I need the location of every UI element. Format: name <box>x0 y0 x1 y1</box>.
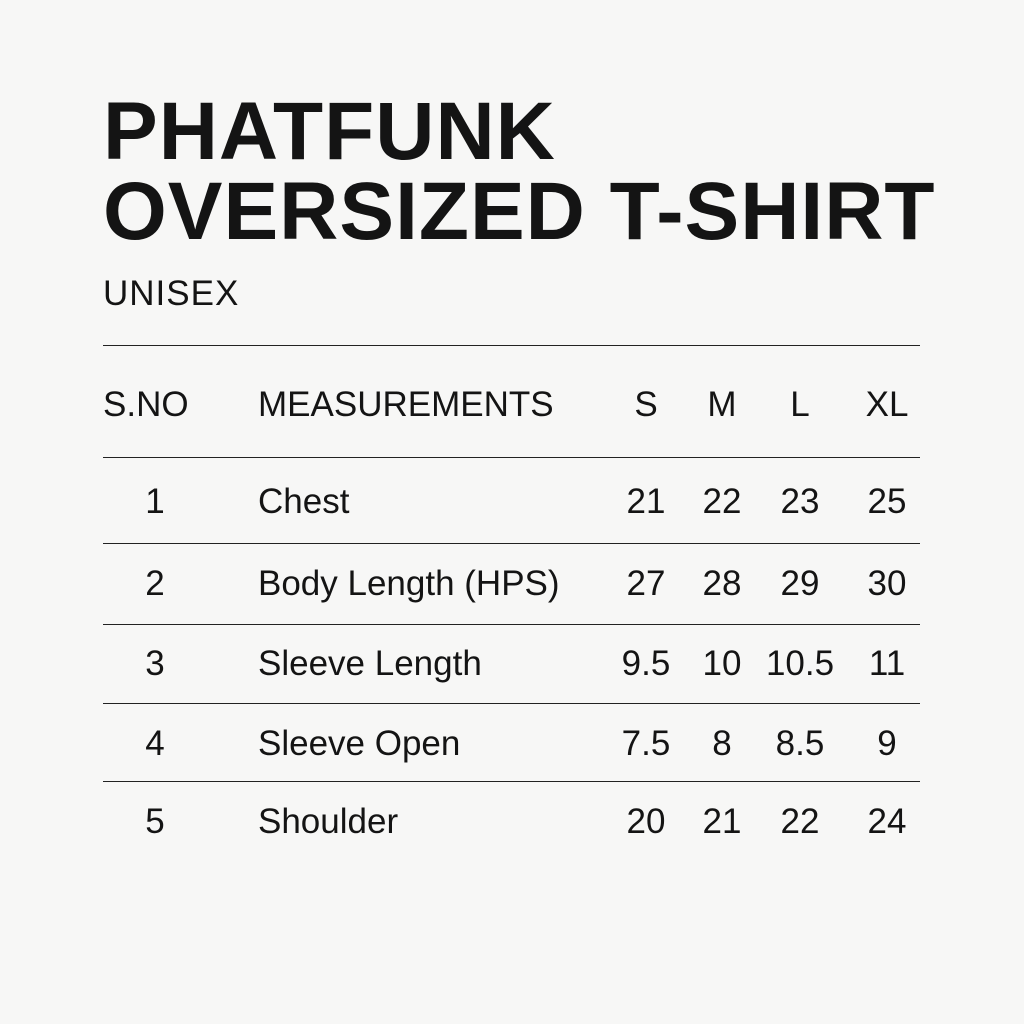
cell-s: 27 <box>626 564 666 603</box>
header-sno: S.NO <box>103 385 189 424</box>
page-title: PHATFUNK OVERSIZED T-SHIRT <box>103 86 936 257</box>
divider <box>103 457 920 458</box>
cell-sno: 3 <box>145 644 165 683</box>
cell-xl: 11 <box>868 644 906 683</box>
cell-xl: 24 <box>867 802 907 841</box>
cell-sno: 2 <box>145 564 165 603</box>
header-xl: XL <box>865 385 909 424</box>
cell-m: 21 <box>702 802 742 841</box>
header-l: L <box>790 385 810 424</box>
table-header: S.NO MEASUREMENTS S M L XL <box>103 375 920 435</box>
cell-s: 7.5 <box>621 724 671 763</box>
cell-measurement: Sleeve Open <box>258 724 461 763</box>
cell-sno: 1 <box>145 482 165 521</box>
cell-m: 10 <box>702 644 742 683</box>
row-divider <box>103 543 920 544</box>
header-s: S <box>634 385 658 424</box>
cell-s: 21 <box>626 482 666 521</box>
title-line-1: PHATFUNK <box>103 86 556 177</box>
cell-measurement: Shoulder <box>258 802 399 841</box>
cell-m: 8 <box>712 724 732 763</box>
cell-s: 9.5 <box>621 644 671 683</box>
table-row: 5 Shoulder 20 21 22 24 <box>103 792 920 852</box>
subtitle: UNISEX <box>103 274 240 313</box>
cell-measurement: Chest <box>258 482 350 521</box>
row-divider <box>103 703 920 704</box>
cell-m: 28 <box>702 564 742 603</box>
cell-s: 20 <box>626 802 666 841</box>
cell-l: 23 <box>780 482 820 521</box>
table-row: 1 Chest 21 22 23 25 <box>103 472 920 532</box>
cell-measurement: Sleeve Length <box>258 644 482 683</box>
divider <box>103 345 920 346</box>
table-row: 2 Body Length (HPS) 27 28 29 30 <box>103 554 920 614</box>
cell-xl: 25 <box>867 482 907 521</box>
table-row: 3 Sleeve Length 9.5 10 10.5 11 <box>103 634 920 694</box>
cell-measurement: Body Length (HPS) <box>258 564 560 603</box>
cell-sno: 5 <box>145 802 165 841</box>
cell-l: 10.5 <box>765 644 835 683</box>
table-row: 4 Sleeve Open 7.5 8 8.5 9 <box>103 714 920 774</box>
header-measurements: MEASUREMENTS <box>258 385 554 424</box>
cell-xl: 9 <box>877 724 897 763</box>
cell-sno: 4 <box>145 724 165 763</box>
cell-l: 29 <box>780 564 820 603</box>
row-divider <box>103 624 920 625</box>
cell-l: 8.5 <box>775 724 825 763</box>
row-divider <box>103 781 920 782</box>
title-line-2: OVERSIZED T-SHIRT <box>103 166 936 257</box>
cell-xl: 30 <box>867 564 907 603</box>
cell-m: 22 <box>702 482 742 521</box>
header-m: M <box>707 385 737 424</box>
cell-l: 22 <box>780 802 820 841</box>
